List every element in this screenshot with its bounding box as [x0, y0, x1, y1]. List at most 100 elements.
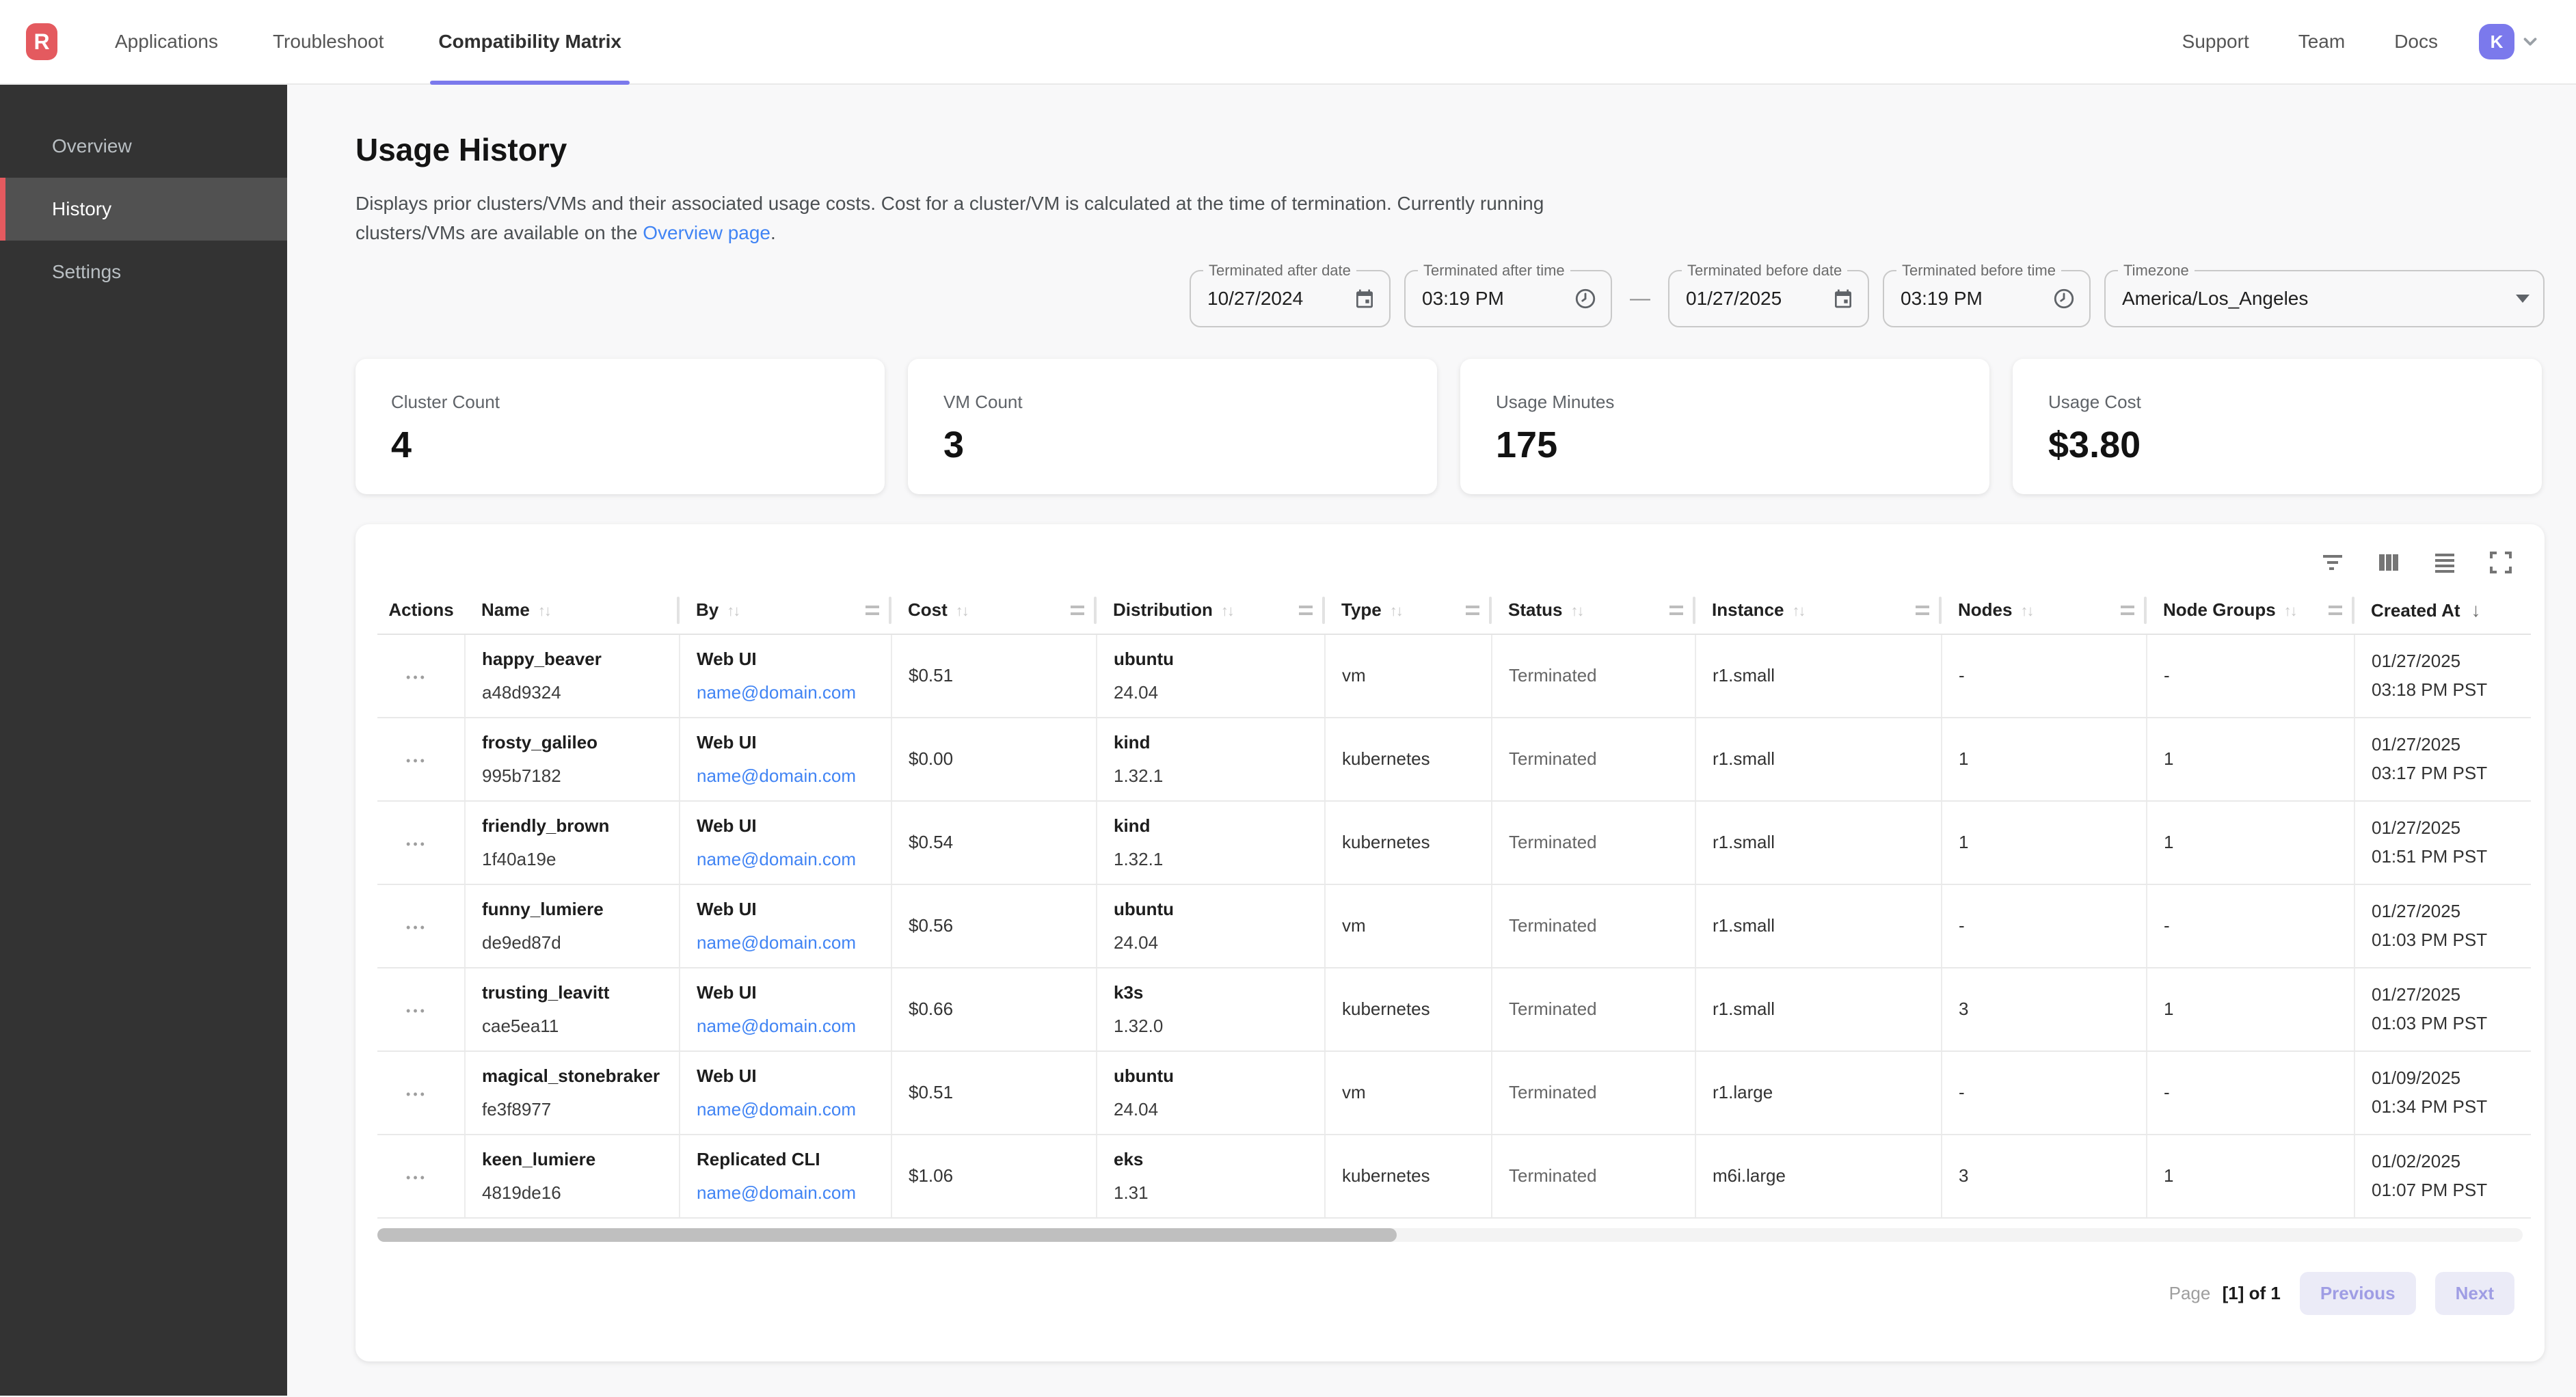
table-row[interactable]: ••• magical_stonebraker fe3f8977 Web UI …: [377, 1050, 2531, 1135]
stat-label: Cluster Count: [391, 391, 500, 412]
column-header-actions[interactable]: Actions: [377, 586, 465, 635]
column-resize-handle[interactable]: [1466, 605, 1479, 615]
sort-icon[interactable]: ↑↓: [727, 602, 740, 620]
created-by-email-link[interactable]: name@domain.com: [697, 1015, 857, 1036]
created-time: 01:34 PM PST: [2372, 1096, 2488, 1117]
created-by-email-link[interactable]: name@domain.com: [697, 681, 857, 703]
created-by-email-link[interactable]: name@domain.com: [697, 1182, 857, 1203]
tab-troubleshoot[interactable]: Troubleshoot: [272, 31, 384, 52]
calendar-icon[interactable]: [1354, 288, 1376, 310]
created-by-email-link[interactable]: name@domain.com: [697, 1098, 857, 1120]
terminated-before-date-field[interactable]: Terminated before date 01/27/2025: [1668, 261, 1869, 327]
row-actions-menu-icon[interactable]: •••: [406, 670, 427, 685]
created-by-email-link[interactable]: name@domain.com: [697, 848, 857, 869]
table-row[interactable]: ••• funny_lumiere de9ed87d Web UI name@d…: [377, 884, 2531, 968]
link-team[interactable]: Team: [2298, 31, 2346, 52]
row-actions-menu-icon[interactable]: •••: [406, 1171, 427, 1185]
created-time: 01:03 PM PST: [2372, 929, 2488, 950]
sort-icon[interactable]: ↑↓: [1792, 602, 1806, 620]
timezone-select[interactable]: Timezone America/Los_Angeles: [2104, 261, 2545, 327]
horizontal-scrollbar-thumb[interactable]: [377, 1228, 1397, 1242]
terminated-before-time-value[interactable]: 03:19 PM: [1901, 287, 1983, 309]
fullscreen-icon[interactable]: [2487, 549, 2514, 576]
calendar-icon[interactable]: [1832, 288, 1854, 310]
filter-icon[interactable]: [2319, 549, 2346, 576]
horizontal-scrollbar-track[interactable]: [377, 1228, 2523, 1242]
terminated-after-date-field[interactable]: Terminated after date 10/27/2024: [1190, 261, 1391, 327]
next-page-button[interactable]: Next: [2434, 1271, 2514, 1315]
column-header-nodes[interactable]: Nodes ↑↓: [1942, 586, 2147, 635]
column-header-instance[interactable]: Instance ↑↓: [1695, 586, 1942, 635]
columns-icon[interactable]: [2375, 549, 2402, 576]
overview-page-link[interactable]: Overview page: [643, 222, 770, 244]
row-actions-menu-icon[interactable]: •••: [406, 921, 427, 935]
column-resize-handle[interactable]: [866, 605, 879, 615]
column-header-type[interactable]: Type ↑↓: [1325, 586, 1492, 635]
link-docs[interactable]: Docs: [2394, 31, 2438, 52]
column-resize-handle[interactable]: [2121, 605, 2134, 615]
usage-table-card: Actions Name ↑↓ By ↑↓ Cost ↑↓ Distribution ↑…: [355, 524, 2545, 1361]
column-resize-handle[interactable]: [1916, 605, 1929, 615]
tab-compatibility-matrix[interactable]: Compatibility Matrix: [430, 0, 630, 85]
table-row[interactable]: ••• keen_lumiere 4819de16 Replicated CLI…: [377, 1134, 2531, 1219]
main-content: Usage History Displays prior clusters/VM…: [287, 85, 2576, 1396]
sort-icon[interactable]: ↑↓: [1389, 602, 1404, 620]
sidebar-item-history[interactable]: History: [0, 178, 287, 241]
terminated-after-time-value[interactable]: 03:19 PM: [1422, 287, 1504, 309]
table-row[interactable]: ••• happy_beaver a48d9324 Web UI name@do…: [377, 634, 2531, 718]
link-support[interactable]: Support: [2182, 31, 2249, 52]
column-resize-handle[interactable]: [1669, 605, 1683, 615]
clock-icon[interactable]: [2052, 287, 2076, 310]
row-actions-menu-icon[interactable]: •••: [406, 754, 427, 768]
column-header-by[interactable]: By ↑↓: [680, 586, 891, 635]
sort-icon[interactable]: ↑↓: [2283, 602, 2298, 620]
column-header-created-at[interactable]: Created At ↓: [2354, 586, 2531, 635]
created-by-email-link[interactable]: name@domain.com: [697, 932, 857, 953]
terminated-before-date-value[interactable]: 01/27/2025: [1686, 287, 1782, 309]
column-resize-handle[interactable]: [1299, 605, 1313, 615]
stat-label: VM Count: [943, 391, 1023, 412]
column-header-cost[interactable]: Cost ↑↓: [891, 586, 1097, 635]
timezone-value[interactable]: America/Los_Angeles: [2122, 287, 2309, 309]
row-actions-menu-icon[interactable]: •••: [406, 1087, 427, 1102]
terminated-before-time-field[interactable]: Terminated before time 03:19 PM: [1883, 261, 2091, 327]
row-actions-menu-icon[interactable]: •••: [406, 1004, 427, 1018]
sort-descending-icon[interactable]: ↓: [2471, 599, 2481, 621]
terminated-after-time-field[interactable]: Terminated after time 03:19 PM: [1404, 261, 1612, 327]
sort-icon[interactable]: ↑↓: [1570, 602, 1584, 620]
by-cell: Web UI name@domain.com: [680, 634, 892, 718]
column-label: Status: [1508, 599, 1563, 621]
table-row[interactable]: ••• frosty_galileo 995b7182 Web UI name@…: [377, 717, 2531, 802]
column-header-status[interactable]: Status ↑↓: [1492, 586, 1695, 635]
terminated-after-date-value[interactable]: 10/27/2024: [1207, 287, 1304, 309]
tab-applications[interactable]: Applications: [115, 31, 218, 52]
avatar[interactable]: K: [2479, 24, 2514, 59]
previous-page-button[interactable]: Previous: [2299, 1271, 2416, 1315]
column-resize-handle[interactable]: [2329, 605, 2342, 615]
column-resize-handle[interactable]: [1071, 605, 1084, 615]
sort-icon[interactable]: ↑↓: [2020, 602, 2034, 620]
cost-cell: $0.00: [891, 717, 1097, 802]
column-header-name[interactable]: Name ↑↓: [465, 586, 680, 635]
created-by-email-link[interactable]: name@domain.com: [697, 765, 857, 786]
chevron-down-icon[interactable]: [2520, 31, 2540, 52]
dropdown-arrow-icon[interactable]: [2516, 294, 2530, 303]
stat-value: 175: [1496, 424, 1558, 465]
app-logo[interactable]: R: [26, 23, 57, 60]
distribution-cell: ubuntu 24.04: [1097, 634, 1326, 718]
node-groups-cell: 1: [2147, 1134, 2355, 1219]
density-icon[interactable]: [2431, 549, 2458, 576]
table-row[interactable]: ••• trusting_leavitt cae5ea11 Web UI nam…: [377, 967, 2531, 1052]
sort-icon[interactable]: ↑↓: [955, 602, 969, 620]
table-row[interactable]: ••• friendly_brown 1f40a19e Web UI name@…: [377, 800, 2531, 885]
clock-icon[interactable]: [1574, 287, 1597, 310]
row-actions-menu-icon[interactable]: •••: [406, 837, 427, 852]
column-label: Instance: [1712, 599, 1784, 621]
cost-cell: $1.06: [891, 1134, 1097, 1219]
column-header-distribution[interactable]: Distribution ↑↓: [1097, 586, 1325, 635]
sidebar-item-overview[interactable]: Overview: [52, 135, 132, 157]
column-header-node-groups[interactable]: Node Groups ↑↓: [2147, 586, 2354, 635]
sort-icon[interactable]: ↑↓: [537, 602, 552, 620]
sort-icon[interactable]: ↑↓: [1220, 602, 1235, 620]
sidebar-item-settings[interactable]: Settings: [52, 261, 122, 282]
